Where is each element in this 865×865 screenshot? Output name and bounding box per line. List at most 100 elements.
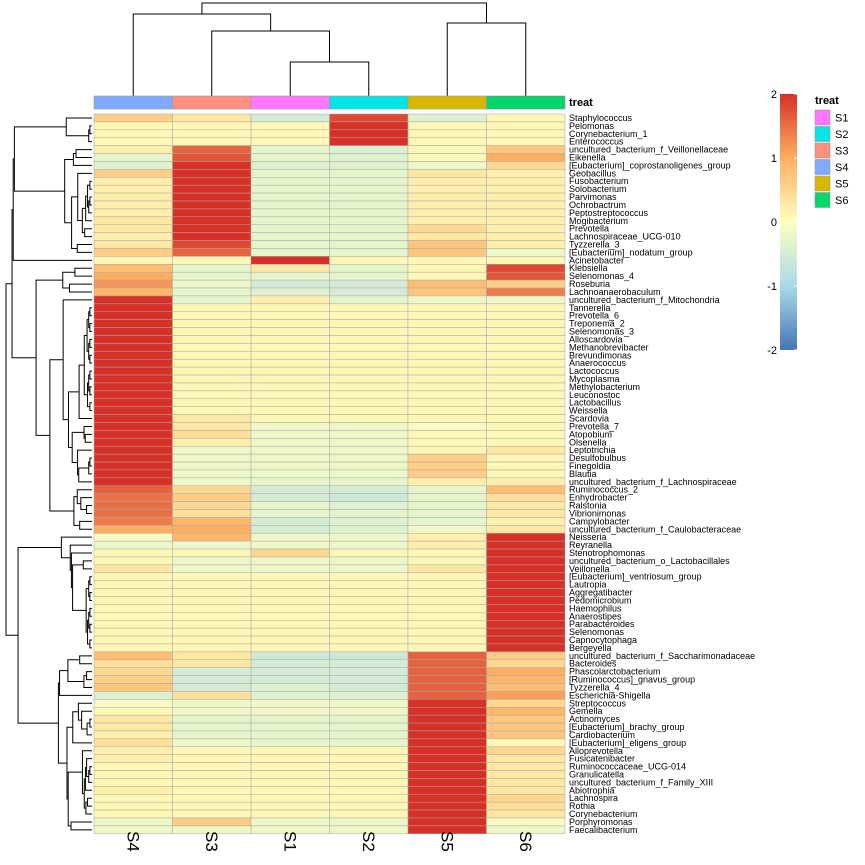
heatmap-cell [407, 319, 487, 328]
dendrogram-branch [89, 386, 92, 396]
row-label: uncultured_bacterium_f_Mitochondria [569, 295, 720, 305]
row-label: Bacteroides [569, 659, 617, 669]
heatmap-cell [172, 477, 252, 487]
heatmap-cell [329, 240, 409, 249]
row-label: Abiotrophia [569, 785, 615, 795]
heatmap-cell [93, 580, 173, 589]
row-label: Selenomonas_3 [569, 327, 634, 337]
heatmap-cell [250, 287, 330, 297]
treat-legend-swatch [814, 175, 831, 192]
heatmap-cell [172, 517, 252, 526]
heatmap-cell [407, 121, 487, 131]
row-label: Corynebacterium [569, 809, 638, 819]
heatmap-cell [407, 604, 487, 613]
heatmap-cell [329, 319, 409, 328]
heatmap-cell [486, 532, 566, 542]
heatmap-cell [329, 540, 409, 550]
heatmap-cell [329, 699, 409, 708]
heatmap-cell [486, 264, 566, 273]
heatmap-cell [486, 422, 566, 431]
heatmap-cell [486, 675, 566, 684]
heatmap-cell [172, 145, 252, 154]
heatmap-cell [250, 548, 330, 558]
heatmap-cell [329, 635, 409, 645]
heatmap-cell [486, 722, 566, 732]
heatmap-cell [407, 461, 487, 471]
dendrogram-branch [89, 323, 92, 333]
heatmap-cell [93, 232, 173, 241]
row-label: uncultured_bacterium_f_Caulobacteraceae [569, 524, 741, 534]
heatmap-cell [250, 137, 330, 146]
row-label: Staphylococcus [569, 113, 633, 123]
heatmap-cell [250, 461, 330, 471]
heatmap-cell [329, 113, 409, 123]
heatmap-cell [407, 635, 487, 645]
heatmap-cell [93, 279, 173, 289]
heatmap-cell [329, 643, 409, 653]
heatmap-cell [329, 137, 409, 146]
heatmap-cell [93, 311, 173, 320]
heatmap-cell [172, 754, 252, 763]
row-label: Lachnospira [569, 793, 618, 803]
heatmap-cell [486, 453, 566, 463]
heatmap-cell [407, 256, 487, 265]
heatmap-cell [172, 264, 252, 273]
heatmap-cell [486, 216, 566, 225]
row-label: Vibrionimonas [569, 508, 626, 518]
treat-legend-title: treat [815, 95, 839, 107]
heatmap-cell [329, 801, 409, 811]
heatmap-cell [329, 770, 409, 779]
heatmap-cell [250, 430, 330, 439]
heatmap-cell [407, 129, 487, 138]
dendrogram-branch [76, 244, 92, 253]
heatmap-cell [172, 351, 252, 360]
treat-legend-label: S6 [835, 195, 848, 207]
dendrogram-branch [89, 607, 92, 617]
heatmap-cell [407, 469, 487, 479]
dendrogram-branch [74, 267, 92, 277]
heatmap-cell [329, 627, 409, 637]
heatmap-cell [329, 477, 409, 487]
heatmap-cell [486, 192, 566, 202]
heatmap-cell [93, 651, 173, 661]
heatmap-cell [407, 169, 487, 178]
heatmap-cell [172, 572, 252, 581]
dendrogram-branch [59, 670, 92, 696]
heatmap-cell [93, 169, 173, 178]
heatmap-cell [407, 667, 487, 676]
heatmap-cell [93, 477, 173, 487]
dendrogram-branch [78, 467, 92, 483]
heatmap-cell [250, 580, 330, 589]
heatmap-cell [329, 517, 409, 526]
heatmap-cell [329, 445, 409, 455]
dendrogram-branch [72, 711, 92, 744]
heatmap-cell [486, 580, 566, 589]
heatmap-cell [93, 699, 173, 708]
heatmap-cell [250, 303, 330, 312]
heatmap-cell [486, 240, 566, 249]
heatmap-cell [172, 817, 252, 827]
dendrogram-branch [70, 821, 92, 831]
heatmap-cell [172, 509, 252, 518]
heatmap-cell [329, 153, 409, 162]
heatmap-cell [172, 683, 252, 692]
heatmap-cell [172, 177, 252, 186]
heatmap-cell [407, 572, 487, 581]
heatmap-cell [407, 113, 487, 123]
heatmap-cell [329, 754, 409, 763]
heatmap-cell [486, 113, 566, 123]
heatmap-cell [172, 287, 252, 297]
heatmap-cell [172, 327, 252, 336]
heatmap-cell [93, 137, 173, 146]
heatmap-cell [172, 778, 252, 787]
colorbar-tick-label: -1 [767, 281, 777, 293]
heatmap-cell [172, 691, 252, 700]
colorbar-gradient [780, 94, 797, 350]
dendrogram-branch [86, 505, 92, 514]
heatmap-cell [172, 627, 252, 637]
heatmap-cell [250, 358, 330, 368]
heatmap-cell [407, 778, 487, 787]
heatmap-cell [486, 445, 566, 455]
heatmap-cell [172, 279, 252, 289]
heatmap-cell [250, 485, 330, 494]
